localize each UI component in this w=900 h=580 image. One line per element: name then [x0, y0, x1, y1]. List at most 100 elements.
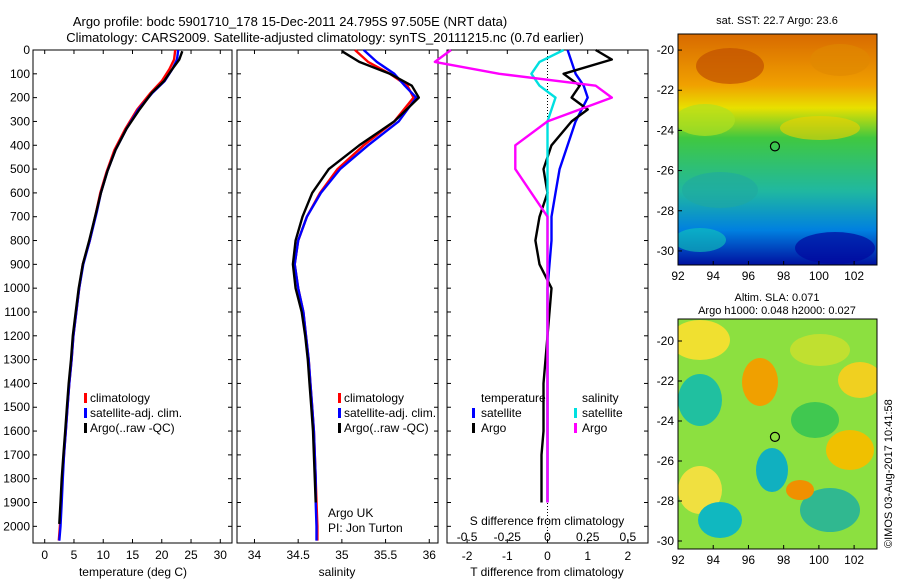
temperature-plot: 0100200300400500600700800900100011001200… [3, 43, 232, 562]
legend-swatch-climatology [338, 393, 341, 403]
legend-label-satellite: satellite-adj. clim. [344, 406, 436, 420]
y-tick-label: 300 [10, 114, 30, 128]
x-tick-label: 25 [184, 548, 198, 562]
temperature-x-label: temperature (deg C) [79, 565, 187, 579]
map-x-tick-label: 94 [707, 553, 721, 567]
legend-swatch-argo [338, 423, 341, 433]
sla-map-title-2: Argo h1000: 0.048 h2000: 0.027 [698, 305, 856, 317]
legend-swatch-salinity-satellite [574, 408, 577, 418]
y-tick-label: 1800 [3, 472, 30, 486]
map-y-tick-label: -26 [657, 454, 675, 468]
map-y-tick-label: -22 [657, 374, 675, 388]
sst-map-frame [677, 33, 878, 266]
x-tick-label: 0 [41, 548, 48, 562]
sst-map: 92 94 96 98 100 102 -20 -22 -24 -26 -28 -30 [657, 33, 878, 283]
map-x-tick-label: 96 [742, 269, 756, 283]
y-tick-label: 1000 [3, 281, 30, 295]
salinity-panel-frame [236, 49, 439, 544]
map-y-tick-label: -20 [657, 334, 675, 348]
y-tick-label: 900 [10, 257, 30, 271]
legend-swatch-satellite [84, 408, 87, 418]
x-tick-label: -1 [502, 549, 513, 563]
map-x-tick-label: 92 [671, 553, 685, 567]
map-y-tick-label: -22 [657, 83, 675, 97]
legend-label-temperature-argo: Argo [481, 421, 507, 435]
sst-map-axes: 92 94 96 98 100 102 -20 -22 -24 -26 -28 -30 [657, 43, 865, 283]
imos-credit: ©IMOS 03-Aug-2017 10:41:58 [883, 399, 895, 548]
x-tick-label: 35 [335, 548, 349, 562]
s-x-tick-label: 0.5 [620, 530, 637, 544]
map-y-tick-label: -20 [657, 43, 675, 57]
map-x-tick-label: 96 [742, 553, 756, 567]
legend-label-climatology: climatology [90, 391, 150, 405]
sst-map-patches [678, 44, 875, 264]
sla-map-frame [677, 318, 878, 550]
legend-title-salinity: salinity [582, 391, 619, 405]
x-tick-label: 35.5 [374, 548, 398, 562]
map-y-tick-label: -24 [657, 123, 675, 137]
y-tick-label: 1700 [3, 448, 30, 462]
series-line-climatology [57, 49, 177, 541]
x-tick-label: -2 [462, 549, 473, 563]
legend-label-salinity-satellite: satellite [582, 406, 623, 420]
y-tick-label: 1300 [3, 353, 30, 367]
legend-label-salinity-argo: Argo [582, 421, 608, 435]
sst-map-title: sat. SST: 22.7 Argo: 23.6 [716, 15, 838, 27]
series-line-salinity-argo [433, 49, 613, 503]
y-tick-label: 0 [23, 43, 30, 57]
map-x-tick-label: 94 [707, 269, 721, 283]
x-tick-label: 34.5 [286, 548, 310, 562]
legend-swatch-argo [84, 423, 87, 433]
y-tick-label: 200 [10, 91, 30, 105]
map-x-tick-label: 102 [844, 553, 864, 567]
y-tick-label: 600 [10, 186, 30, 200]
y-tick-label: 1500 [3, 400, 30, 414]
y-tick-label: 100 [10, 67, 30, 81]
salinity-x-label: salinity [319, 565, 356, 579]
y-tick-label: 2000 [3, 519, 30, 533]
map-x-tick-label: 100 [809, 269, 829, 283]
s-x-tick-label: 0.25 [576, 530, 600, 544]
series-line-argo-raw-qc- [291, 50, 420, 503]
legend-label-climatology: climatology [344, 391, 404, 405]
x-tick-label: 36 [423, 548, 437, 562]
header-line-1: Argo profile: bodc 5901710_178 15-Dec-20… [73, 14, 507, 29]
sla-map: 92 94 96 98 100 102 -20 -22 -24 -26 -28 -30 [657, 318, 878, 567]
x-tick-label: 34 [248, 548, 262, 562]
sla-map-axes: 92 94 96 98 100 102 -20 -22 -24 -26 -28 -30 [657, 334, 865, 567]
y-tick-label: 700 [10, 210, 30, 224]
map-y-tick-label: -30 [657, 534, 675, 548]
map-y-tick-label: -30 [657, 244, 675, 258]
y-tick-label: 1400 [3, 376, 30, 390]
platform-credit: Argo UK [328, 506, 373, 520]
x-tick-label: 20 [155, 548, 169, 562]
y-tick-label: 500 [10, 162, 30, 176]
y-tick-label: 800 [10, 234, 30, 248]
legend-swatch-temperature-argo [472, 423, 475, 433]
legend-label-temperature-satellite: satellite [481, 406, 522, 420]
difference-top-x-label: S difference from climatology [470, 514, 625, 528]
x-tick-label: 1 [584, 549, 591, 563]
legend-label-argo: Argo(..raw -QC) [90, 421, 175, 435]
map-y-tick-label: -28 [657, 494, 675, 508]
y-tick-label: 1900 [3, 496, 30, 510]
header-line-2: Climatology: CARS2009. Satellite-adjuste… [66, 30, 584, 45]
legend-label-satellite: satellite-adj. clim. [90, 406, 182, 420]
legend-title-temperature: temperature [481, 391, 546, 405]
y-tick-label: 1200 [3, 329, 30, 343]
x-tick-label: 2 [625, 549, 632, 563]
x-tick-label: 30 [214, 548, 228, 562]
legend-label-argo: Argo(..raw -QC) [344, 421, 429, 435]
s-x-tick-label: -0.5 [457, 530, 478, 544]
sst-argo-location-marker [769, 141, 781, 152]
map-y-tick-label: -26 [657, 164, 675, 178]
s-x-tick-label: -0.25 [494, 530, 522, 544]
series-line-argo-raw-qc- [58, 50, 184, 524]
pi-credit: PI: Jon Turton [328, 521, 403, 535]
difference-x-label: T difference from climatology [470, 565, 624, 579]
legend-swatch-climatology [84, 393, 87, 403]
y-tick-label: 1600 [3, 424, 30, 438]
legend-swatch-salinity-argo [574, 423, 577, 433]
